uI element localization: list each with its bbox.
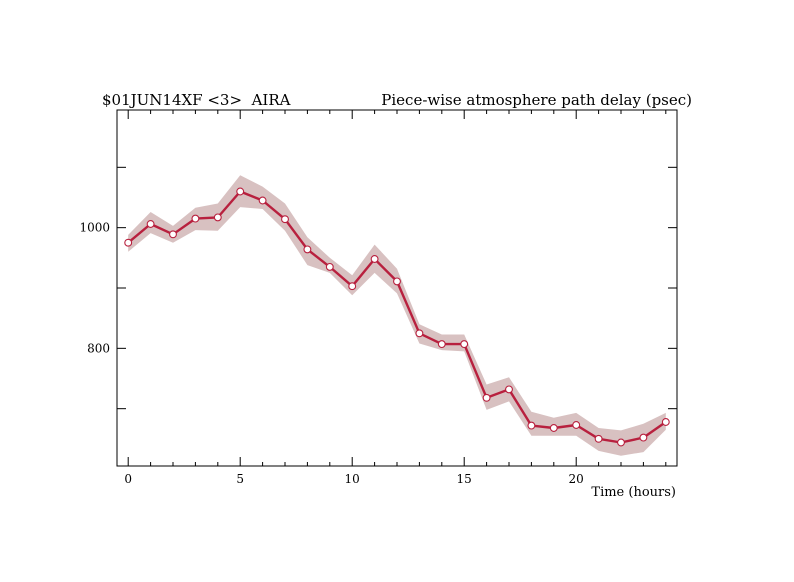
data-point	[639, 433, 648, 442]
data-point	[213, 213, 222, 222]
data-point	[124, 238, 133, 247]
data-point	[661, 418, 670, 426]
chart-title-left: $01JUN14XF <3> AIRA	[102, 91, 291, 109]
x-tick-label: 5	[236, 472, 244, 486]
x-tick-label: 15	[457, 472, 472, 486]
data-point	[437, 340, 446, 349]
data-point	[281, 215, 289, 224]
axis-tick-layer: 0 5 10 15 20 800 1000	[79, 110, 677, 486]
data-point	[370, 255, 379, 263]
data-point	[258, 196, 267, 205]
data-point	[572, 421, 581, 429]
data-point	[325, 262, 334, 271]
x-tick-label: 10	[345, 472, 360, 486]
data-point	[460, 340, 469, 349]
data-point	[415, 329, 424, 338]
data-point	[617, 438, 625, 447]
data-point	[303, 245, 312, 254]
data-point-layer	[124, 187, 670, 447]
data-point	[527, 421, 536, 430]
data-point	[348, 282, 357, 291]
x-tick-label: 0	[124, 472, 132, 486]
y-tick-label: 800	[87, 341, 110, 355]
data-point	[146, 220, 155, 228]
data-point	[393, 277, 401, 286]
data-point	[236, 187, 245, 196]
x-tick-label: 20	[569, 472, 584, 486]
data-point	[482, 393, 491, 402]
data-point	[169, 230, 177, 239]
y-tick-label: 1000	[79, 221, 110, 235]
data-point	[505, 385, 513, 394]
data-point	[549, 424, 558, 432]
chart-title-right: Piece-wise atmosphere path delay (psec)	[381, 91, 692, 109]
data-point	[191, 214, 200, 223]
x-axis-label: Time (hours)	[591, 485, 676, 500]
data-point	[594, 434, 603, 443]
